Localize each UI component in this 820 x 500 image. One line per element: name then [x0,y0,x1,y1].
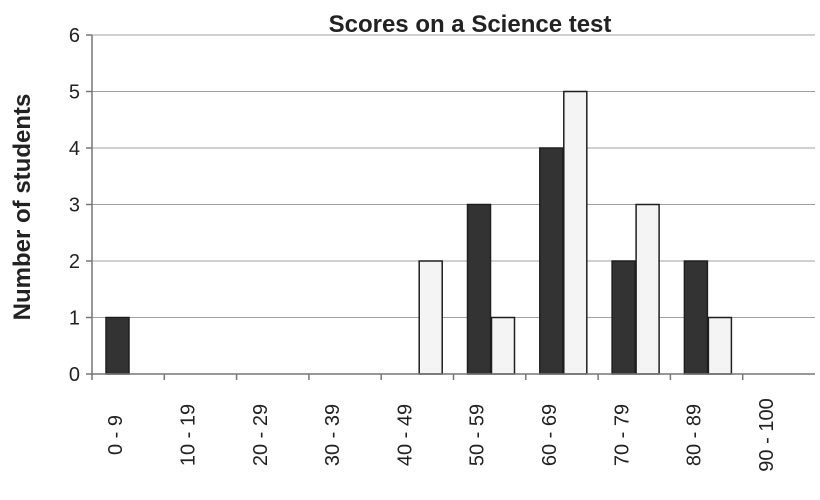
bar-series1-60-69 [539,147,564,375]
bars [105,90,733,375]
y-tick-label-3: 3 [69,195,80,217]
bar-series2-60-69 [563,90,588,375]
y-tick-label-5: 5 [69,82,80,104]
x-tick-label-10-19: 10 - 19 [177,404,199,466]
x-tick-label-80-89: 80 - 89 [684,404,706,466]
bar-series2-70-79 [635,203,660,375]
x-tick-label-0-9: 0 - 9 [105,415,127,455]
chart-title: Scores on a Science test [329,11,612,38]
x-tick-label-30-39: 30 - 39 [322,404,344,466]
bar-series1-70-79 [611,260,636,375]
x-tick-label-70-79: 70 - 79 [611,404,633,466]
bar-series2-50-59 [490,316,516,375]
x-tick-label-20-29: 20 - 29 [250,404,272,466]
x-tick-label-40-49: 40 - 49 [394,404,416,466]
bar-series2-40-49 [418,260,443,375]
tick-labels: 0 1 2 3 4 5 6 0 - 9 10 - 19 20 - 29 30 - 39 40 - 49… [69,25,778,472]
y-tick-label-4: 4 [69,138,80,160]
y-axis-label: Number of students [9,94,36,321]
bar-series1-0-9 [105,316,130,375]
x-tick-label-60-69: 60 - 69 [539,404,561,466]
y-tick-label-6: 6 [69,25,80,47]
y-tick-label-2: 2 [69,251,80,273]
y-tick-label-1: 1 [69,308,80,330]
x-tick-label-50-59: 50 - 59 [467,404,489,466]
x-tick-label-90-100: 90 - 100 [756,398,778,471]
y-tick-label-0: 0 [69,364,80,386]
bar-series1-50-59 [466,203,492,375]
bar-series2-80-89 [707,316,733,375]
bar-series1-80-89 [683,260,709,375]
